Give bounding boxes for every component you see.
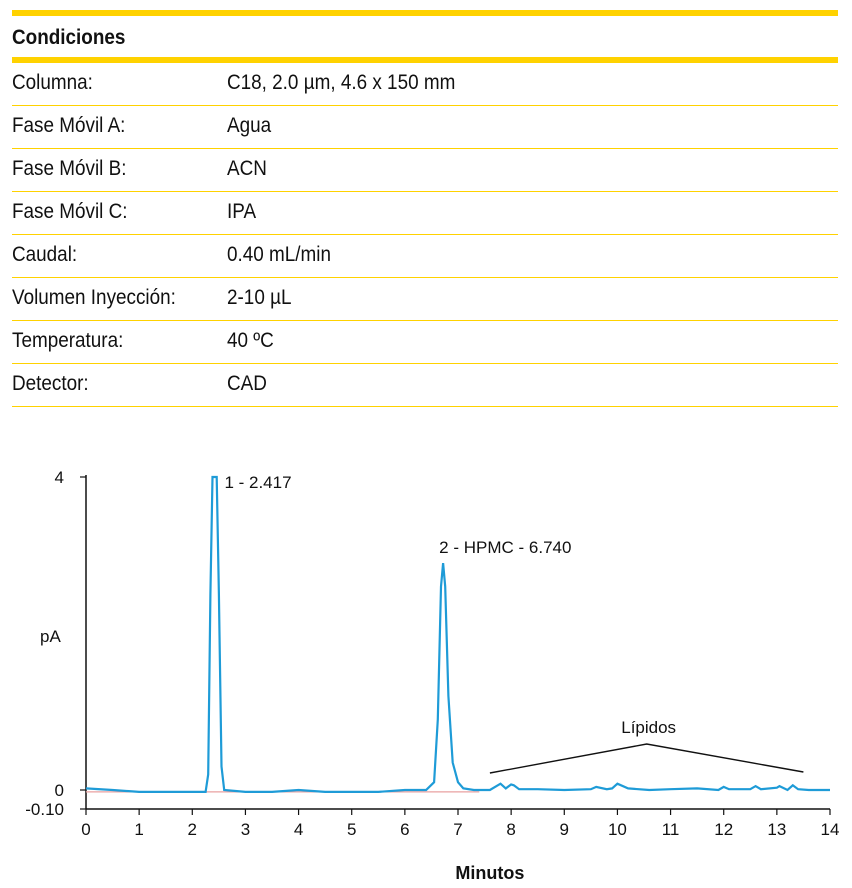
chart-axes xyxy=(85,475,830,810)
x-tick-label: 6 xyxy=(400,820,409,839)
x-axis-ticks: 0 1 2 3 4 5 6 7 8 9 10 11 12 13 14 xyxy=(81,809,839,839)
condition-row-mobile-phase-c: Fase Móvil C: IPA xyxy=(12,192,838,235)
x-tick-label: 11 xyxy=(662,820,680,839)
conditions-table: Columna: C18, 2.0 µm, 4.6 x 150 mm Fase … xyxy=(12,63,838,407)
y-axis-label: pA xyxy=(40,627,61,646)
y-tick-label: 0 xyxy=(55,781,64,800)
condition-value: 0.40 mL/min xyxy=(227,243,332,266)
lipids-bracket xyxy=(489,743,804,774)
condition-row-mobile-phase-a: Fase Móvil A: Agua xyxy=(12,106,838,149)
condition-value: IPA xyxy=(227,200,257,223)
y-tick-label: 4 xyxy=(55,468,64,487)
condition-row-column: Columna: C18, 2.0 µm, 4.6 x 150 mm xyxy=(12,63,838,106)
chromatogram-chart: 0 1 2 3 4 5 6 7 8 9 10 11 12 13 14 40-0.10 pA Minutos … xyxy=(25,468,839,883)
x-axis-label: Minutos xyxy=(455,863,524,883)
condition-value: C18, 2.0 µm, 4.6 x 150 mm xyxy=(227,71,456,94)
x-tick-label: 0 xyxy=(81,820,90,839)
condition-value: ACN xyxy=(227,157,267,180)
condition-label: Fase Móvil A: xyxy=(12,114,126,137)
x-tick-label: 14 xyxy=(821,820,840,839)
condition-row-temperature: Temperatura: 40 ºC xyxy=(12,321,838,364)
x-tick-label: 13 xyxy=(767,820,786,839)
top-accent-bar xyxy=(12,10,838,16)
x-tick-label: 1 xyxy=(134,820,143,839)
condition-label: Caudal: xyxy=(12,243,78,266)
condition-row-detector: Detector: CAD xyxy=(12,364,838,407)
x-tick-label: 9 xyxy=(560,820,569,839)
y-tick-label: -0.10 xyxy=(25,800,64,819)
condition-label: Columna: xyxy=(12,71,93,94)
condition-label: Fase Móvil B: xyxy=(12,157,127,180)
x-tick-label: 2 xyxy=(188,820,197,839)
condition-label: Fase Móvil C: xyxy=(12,200,128,223)
header-accent-bar xyxy=(12,57,838,63)
condition-value: Agua xyxy=(227,114,272,137)
condition-value: 2-10 µL xyxy=(227,286,292,309)
condition-value: CAD xyxy=(227,372,267,395)
x-tick-label: 8 xyxy=(506,820,515,839)
x-tick-label: 4 xyxy=(294,820,303,839)
condition-row-mobile-phase-b: Fase Móvil B: ACN xyxy=(12,149,838,192)
peak-label: 2 - HPMC - 6.740 xyxy=(439,538,571,557)
lipids-annotation: Lípidos xyxy=(489,718,804,774)
y-axis-ticks: 4 0-0.10 xyxy=(25,468,86,819)
condition-label: Temperatura: xyxy=(12,329,124,352)
condition-row-injection-volume: Volumen Inyección: 2-10 µL xyxy=(12,278,838,321)
condition-label: Volumen Inyección: xyxy=(12,286,176,309)
condition-row-flow-rate: Caudal: 0.40 mL/min xyxy=(12,235,838,278)
x-tick-label: 7 xyxy=(453,820,462,839)
chromatogram-trace xyxy=(85,475,830,793)
x-tick-label: 12 xyxy=(714,820,733,839)
conditions-title: Condiciones xyxy=(12,26,126,49)
peak-label: 1 - 2.417 xyxy=(224,473,291,492)
condition-label: Detector: xyxy=(12,372,89,395)
x-tick-label: 3 xyxy=(241,820,250,839)
lipids-label: Lípidos xyxy=(621,718,676,737)
x-tick-label: 5 xyxy=(347,820,356,839)
condition-value: 40 ºC xyxy=(227,329,274,352)
x-tick-label: 10 xyxy=(608,820,627,839)
